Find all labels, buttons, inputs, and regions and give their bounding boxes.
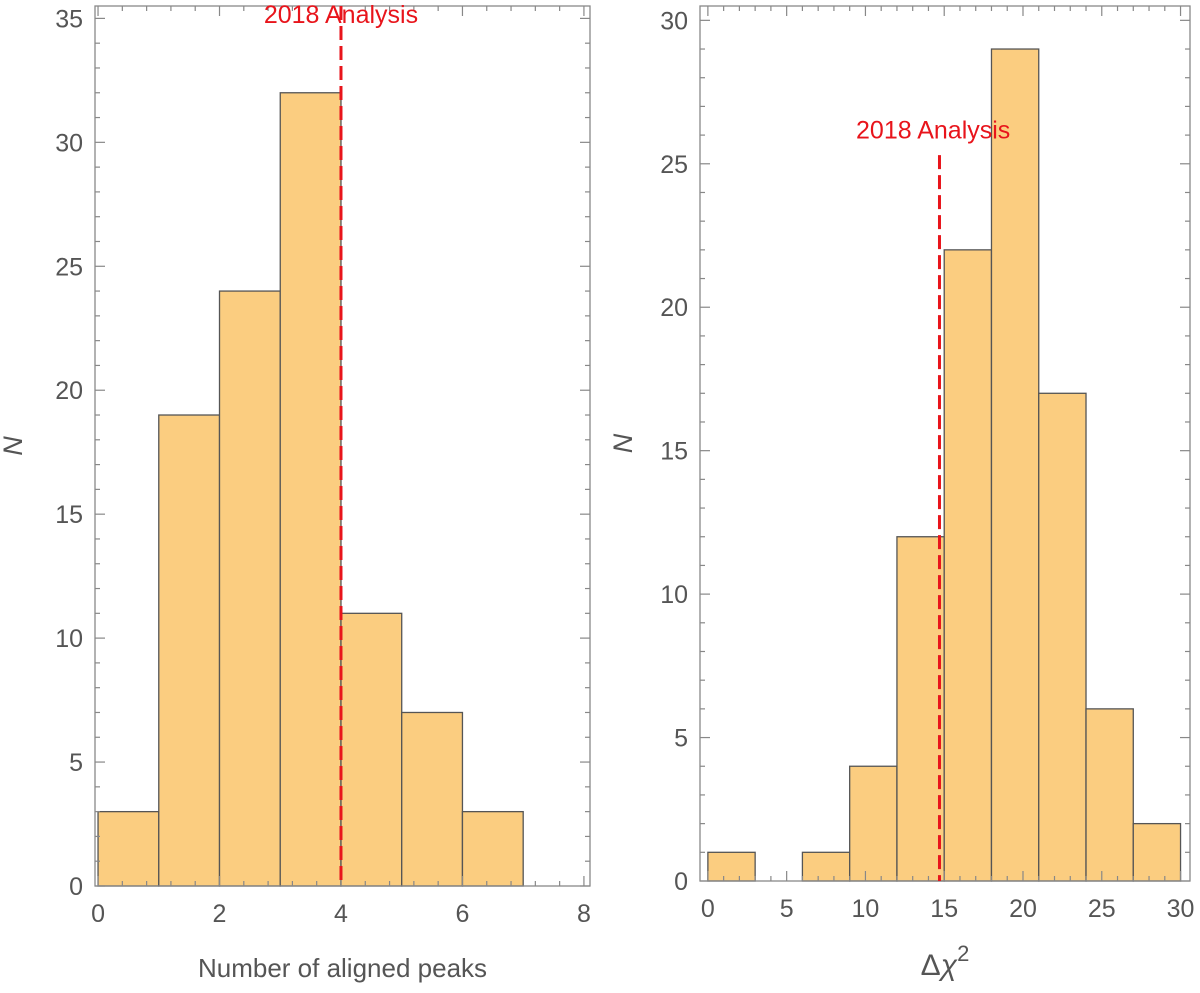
y-tick-label: 0 [674,868,688,896]
plot-frame [699,5,1191,882]
y-tick-label: 10 [660,581,688,609]
histogram-bar [990,48,1040,882]
y-tick-label: 25 [55,253,83,281]
histogram-bar [279,92,342,887]
histogram-bar [340,612,403,887]
x-tick-label: 15 [930,895,958,923]
histogram-bar [1132,822,1182,882]
x-tick-label: 4 [334,900,348,928]
reference-line-label: 2018 Analysis [856,117,1010,145]
y-tick-label: 35 [55,5,83,33]
x-tick-label: 25 [1088,895,1116,923]
histogram-bar [1085,708,1134,882]
y-tick-label: 30 [660,7,688,35]
x-tick-label: 10 [852,895,880,923]
reference-line-label: 2018 Analysis [264,1,418,29]
x-tick-label: 8 [577,900,591,928]
x-tick-label: 5 [780,895,794,923]
y-tick-label: 15 [55,501,83,529]
histogram-bar [461,810,524,887]
x-tick-label: 2 [213,900,227,928]
histogram-bar [849,765,898,882]
x-axis-label: Δχ2 [921,941,970,982]
x-tick-label: 6 [456,900,470,928]
y-axis-label: N [0,436,28,456]
x-tick-label: 30 [1167,895,1195,923]
x-tick-label: 0 [91,900,105,928]
histogram-delta-chi-squared: 0 5 10 15 20 25 30 0 5 10 15 20 25 30 2018 Analysis N Δχ… [608,5,1195,982]
histogram-bar [158,414,221,887]
histogram-bar [97,810,160,887]
histogram-bar [218,290,281,887]
x-axis-label: Number of aligned peaks [198,953,487,983]
y-axis-label: N [608,433,638,453]
y-tick-label: 0 [69,873,83,901]
histogram-aligned-peaks: 0 5 10 15 20 25 30 35 0 2 4 6 8 2018 Analysis N Number … [0,1,591,983]
histogram-bar [896,536,945,882]
histogram-bar [943,249,993,882]
x-tick-label: 20 [1009,895,1037,923]
histogram-bar [1038,392,1087,882]
plot-frame [94,5,591,887]
y-tick-label: 5 [674,725,688,753]
y-tick-label: 20 [55,377,83,405]
y-tick-label: 15 [660,438,688,466]
histogram-bar [707,851,756,882]
histogram-bar [401,711,464,887]
y-tick-label: 20 [660,294,688,322]
y-tick-label: 10 [55,625,83,653]
y-tick-label: 30 [55,129,83,157]
y-tick-label: 5 [69,749,83,777]
x-tick-label: 0 [701,895,715,923]
histogram-bar [801,851,851,882]
y-tick-label: 25 [660,151,688,179]
